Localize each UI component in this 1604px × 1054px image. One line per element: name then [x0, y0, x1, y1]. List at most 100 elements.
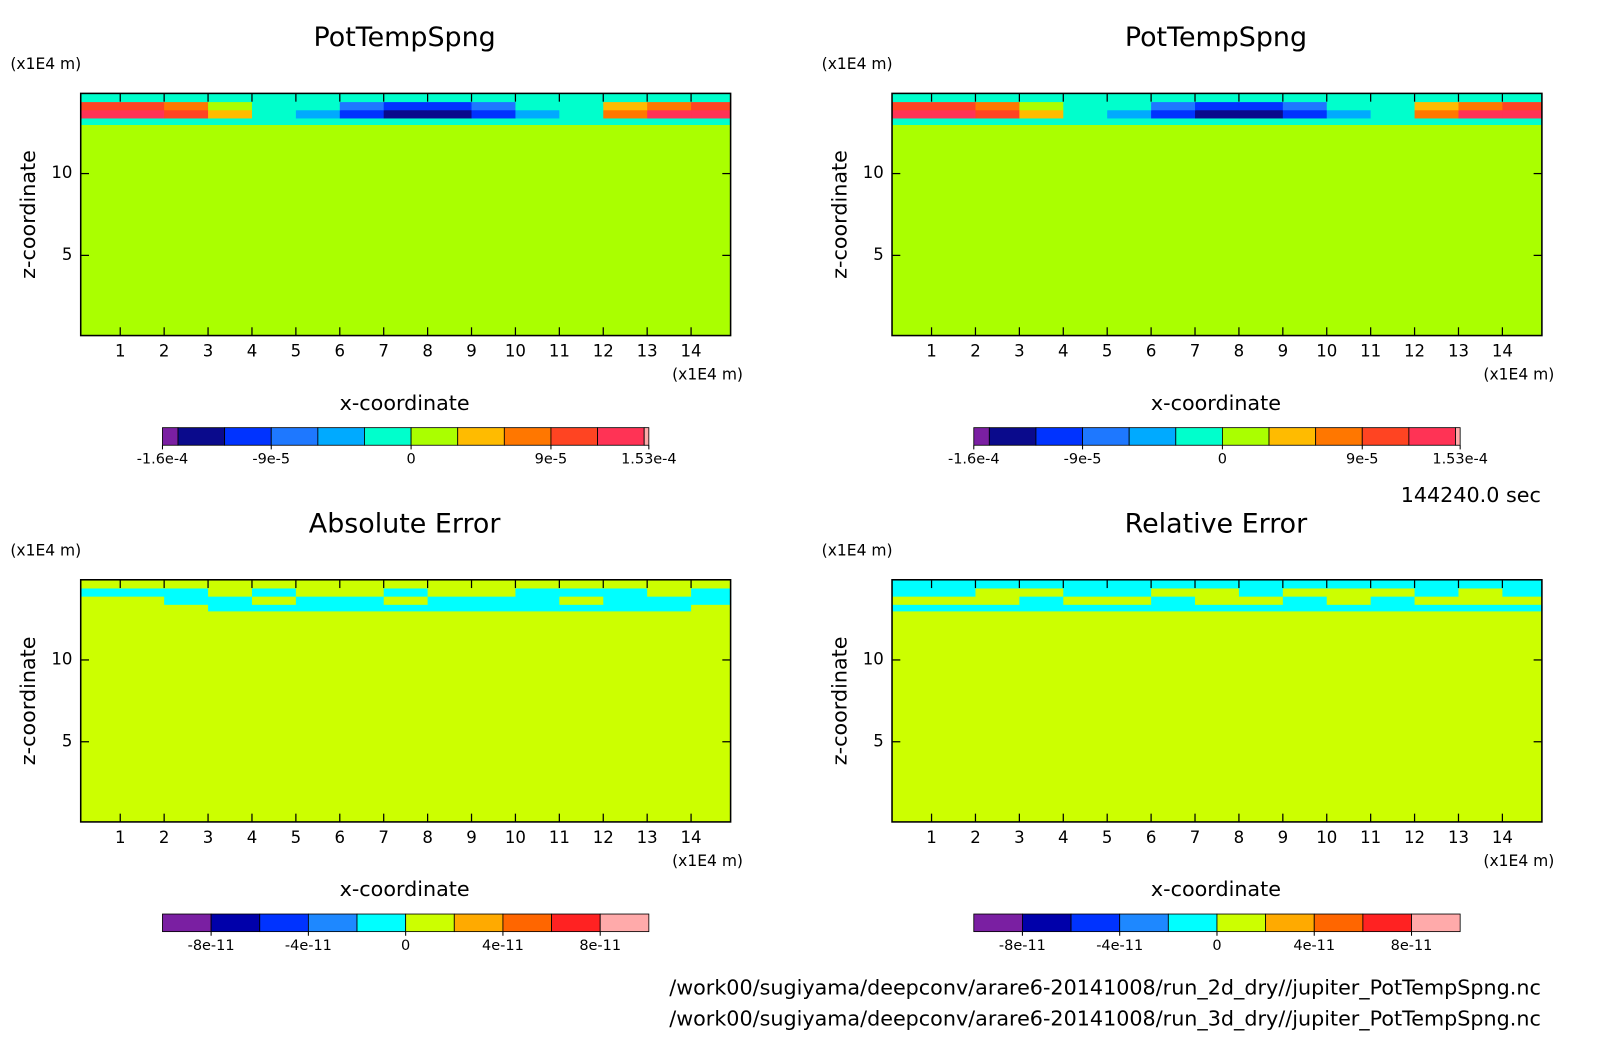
x-tick-label: 14 — [1492, 828, 1513, 847]
contour-cell — [559, 117, 604, 126]
contour-cell — [471, 124, 516, 337]
contour-cell — [1282, 579, 1328, 589]
contour-cell — [892, 579, 933, 589]
contour-cell — [1414, 93, 1459, 103]
contour-cell — [559, 610, 604, 823]
contour-cell — [1151, 579, 1196, 589]
colorbar-segment — [1175, 427, 1223, 446]
contour-cell — [892, 117, 933, 126]
contour-cell — [1151, 596, 1196, 605]
contour-cell — [208, 604, 253, 612]
contour-cell — [1458, 604, 1503, 612]
contour-cell — [427, 124, 473, 337]
contour-cell — [295, 596, 341, 605]
colorbar-segment — [988, 427, 1037, 446]
colorbar-segment — [502, 913, 552, 933]
colorbar-segment — [1411, 913, 1461, 933]
contour-cell — [603, 587, 648, 597]
y-tick-label: 5 — [62, 731, 73, 750]
plot-frame — [891, 579, 1543, 823]
x-tick-label: 9 — [1278, 828, 1289, 847]
contour-cell — [1019, 124, 1064, 337]
colorbar-segment — [550, 427, 598, 446]
colorbar-tick-label: 0 — [406, 452, 415, 468]
contour-cell — [1370, 596, 1416, 605]
contour-cell — [1107, 579, 1152, 589]
contour-cell — [383, 109, 429, 119]
contour-cell — [1063, 579, 1108, 589]
plot-frame — [891, 92, 1543, 337]
colorbar-tick-label: 9e-5 — [535, 452, 568, 468]
colorbar-segment — [162, 913, 212, 933]
contour-cell — [1282, 124, 1328, 337]
contour-cell — [603, 124, 648, 337]
contour-cell — [164, 610, 209, 823]
colorbar-segment — [1313, 913, 1364, 933]
contour-cell — [339, 117, 385, 126]
contour-cell — [559, 604, 604, 612]
contour-cell — [1326, 587, 1372, 597]
contour-cell — [120, 604, 165, 612]
contour-cell — [208, 117, 253, 126]
contour-cell — [931, 579, 976, 589]
colorbar-segment — [1216, 913, 1267, 933]
contour-cell — [1238, 124, 1284, 337]
contour-cell — [427, 101, 473, 111]
contour-cell — [1326, 124, 1372, 337]
x-tick-label: 13 — [637, 828, 658, 847]
x-tick-label: 5 — [291, 828, 302, 847]
x-axis-label: x-coordinate — [1151, 391, 1281, 415]
contour-cell — [471, 117, 516, 126]
contour-cell — [251, 117, 297, 126]
contour-cell — [1238, 604, 1284, 612]
contour-cell — [1282, 587, 1328, 597]
contour-cell — [295, 610, 341, 823]
x-tick-label: 7 — [1190, 342, 1201, 361]
contour-cell — [1370, 101, 1416, 111]
contour-cell — [1458, 596, 1503, 605]
contour-cell — [892, 604, 933, 612]
colorbar-tick-label: -4e-11 — [1096, 938, 1143, 954]
colorbar-tick-label: 4e-11 — [1293, 938, 1335, 954]
contour-cell — [251, 579, 297, 589]
contour-cell — [515, 117, 560, 126]
contour-cell — [1282, 604, 1328, 612]
x-tick-label: 8 — [1234, 342, 1245, 361]
contour-cell — [1326, 596, 1372, 605]
contour-cell — [647, 579, 692, 589]
contour-cell — [164, 579, 209, 589]
contour-cell — [603, 93, 648, 103]
contour-cell — [339, 579, 385, 589]
contour-cell — [427, 587, 473, 597]
contour-cell — [164, 101, 209, 111]
contour-cell — [1019, 587, 1064, 597]
x-tick-label: 10 — [505, 342, 526, 361]
x-tick-label: 3 — [203, 828, 214, 847]
contour-cell — [691, 101, 732, 111]
contour-cell — [208, 124, 253, 337]
contour-cell — [295, 101, 341, 111]
colorbar-tick-label: -9e-5 — [1064, 452, 1102, 468]
contour-cell — [1370, 109, 1416, 119]
chart-title: PotTempSpng — [1125, 22, 1307, 53]
x-tick-label: 6 — [1146, 828, 1157, 847]
contour-cell — [1019, 579, 1064, 589]
contour-cell — [975, 587, 1020, 597]
contour-cell — [339, 109, 385, 119]
contour-cell — [647, 93, 692, 103]
colorbar-tick-label: 4e-11 — [482, 938, 524, 954]
plot-frame — [79, 579, 732, 823]
contour-cell — [515, 596, 560, 605]
contour-cell — [295, 579, 341, 589]
x-axis-label: x-coordinate — [340, 877, 470, 901]
colorbar-segment — [1128, 427, 1177, 446]
contour-cell — [120, 610, 165, 823]
contour-cell — [1502, 117, 1543, 126]
contour-cell — [164, 93, 209, 103]
contour-cell — [471, 109, 516, 119]
colorbar-segment — [1167, 913, 1218, 933]
contour-cell — [339, 587, 385, 597]
colorbar-tick-label: -8e-11 — [999, 938, 1046, 954]
contour-cell — [1107, 124, 1152, 337]
contour-cell — [931, 109, 976, 119]
